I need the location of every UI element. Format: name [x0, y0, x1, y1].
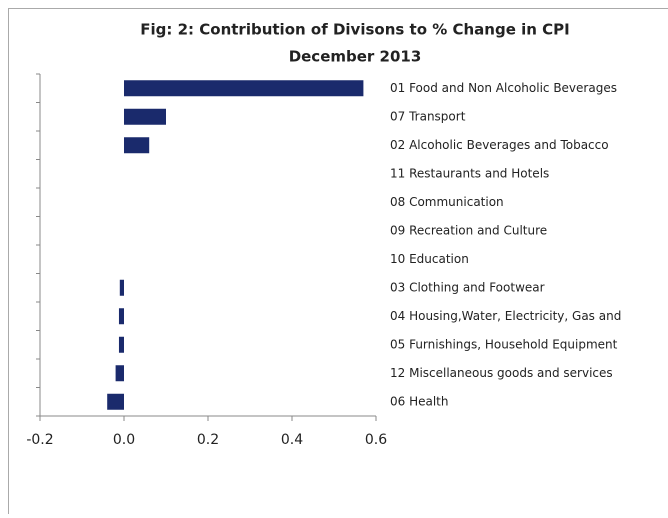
bar — [124, 137, 149, 153]
category-label: 05 Furnishings, Household Equipment — [390, 337, 618, 351]
category-label: 10 Education — [390, 252, 469, 266]
chart-title: Fig: 2: Contribution of Divisons to % Ch… — [140, 21, 569, 39]
chart-subtitle: December 2013 — [289, 48, 422, 66]
x-tick-label: 0.6 — [365, 432, 387, 448]
bar — [124, 109, 166, 125]
category-label: 07 Transport — [390, 109, 466, 123]
category-label: 12 Miscellaneous goods and services — [390, 366, 613, 380]
bar — [107, 394, 124, 410]
category-label: 03 Clothing and Footwear — [390, 280, 545, 294]
bar — [119, 337, 124, 353]
category-label: 09 Recreation and Culture — [390, 223, 547, 237]
x-tick-label: 0.4 — [281, 432, 303, 448]
category-label: 04 Housing,Water, Electricity, Gas and — [390, 309, 621, 323]
x-tick-label: 0.2 — [197, 432, 219, 448]
bar — [119, 308, 124, 324]
bar — [116, 365, 124, 381]
bar — [124, 80, 363, 96]
bar — [120, 280, 124, 296]
x-tick-label: 0.0 — [113, 432, 135, 448]
category-label: 02 Alcoholic Beverages and Tobacco — [390, 138, 609, 152]
category-label: 11 Restaurants and Hotels — [390, 166, 549, 180]
x-tick-label: -0.2 — [26, 432, 53, 448]
category-label: 08 Communication — [390, 195, 504, 209]
category-label: 06 Health — [390, 394, 449, 408]
category-label: 01 Food and Non Alcoholic Beverages — [390, 81, 617, 95]
